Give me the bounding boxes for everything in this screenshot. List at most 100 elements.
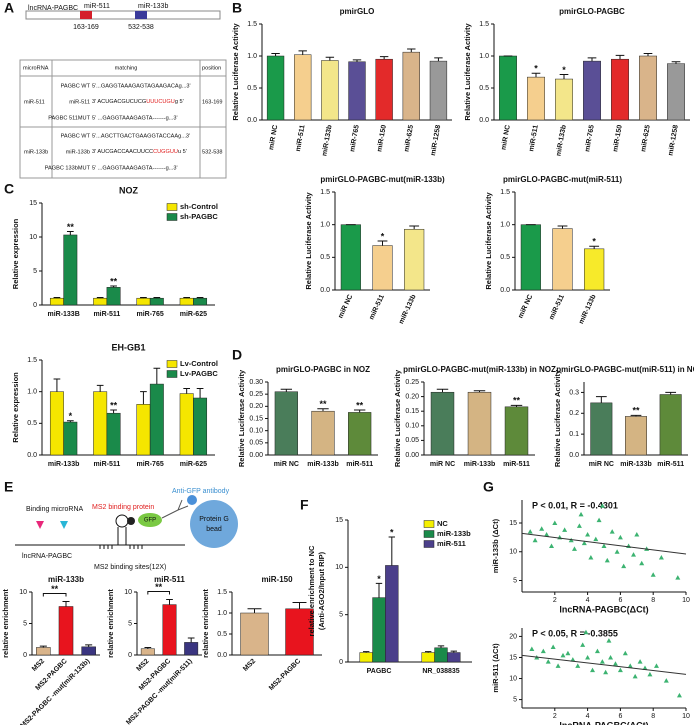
y-axis-label: relative enrichment	[1, 589, 10, 658]
bar	[311, 410, 335, 456]
table-cell: 5' ...GAGGTAAAGAGTA-------g...3'	[92, 165, 178, 171]
y-tick-label: 0.00	[405, 452, 419, 459]
error-bar	[671, 61, 681, 64]
point	[544, 532, 550, 537]
x-tick-label: miR NC	[274, 461, 299, 468]
y-tick-label: 5	[339, 612, 343, 619]
error-bar	[587, 57, 597, 62]
x-tick-label: MS2	[31, 658, 46, 673]
panel-labels: A B C D E F G	[4, 0, 494, 513]
trend-line	[521, 532, 687, 555]
x-tick-label: miR NC	[430, 461, 455, 468]
y-tick-label: 0.5	[479, 85, 489, 92]
y-tick-label: 10	[509, 675, 517, 682]
site-label: miR-133b	[138, 3, 168, 10]
legend-label: sh-PAGBC	[180, 212, 218, 221]
table-cell: 3' ACUGACGUCUCGUUUCUGUg 5'	[92, 99, 184, 105]
y-tick-label: 1.0	[320, 222, 330, 229]
y-axis-label: Relative Luciferase Activity	[484, 192, 493, 290]
seed: UUUCUGU	[146, 99, 175, 105]
point	[565, 650, 571, 656]
hairpin-loop	[115, 514, 129, 528]
significance: **	[356, 400, 364, 410]
error-bar	[630, 414, 642, 417]
error-bar	[388, 536, 396, 566]
bar	[93, 391, 108, 456]
error-bar	[110, 285, 117, 288]
chart-title: miR-133b	[48, 575, 84, 584]
point	[599, 659, 605, 664]
y-tick-label: 10	[124, 589, 132, 596]
panel-label: B	[232, 0, 242, 16]
y-tick-label: 15	[509, 654, 517, 661]
x-tick-label: miR-133b	[555, 124, 567, 156]
bar	[434, 647, 448, 663]
point	[606, 638, 612, 643]
point	[570, 657, 576, 662]
point	[545, 659, 551, 664]
bar	[447, 652, 461, 663]
table-border	[19, 59, 227, 179]
x-tick-label: miR-511	[368, 294, 386, 321]
point	[583, 629, 589, 635]
y-tick-label: 5	[513, 696, 517, 703]
table-cell: 3' AUCGACCAACUUCCCUGGUUu 5'	[92, 149, 187, 155]
table-cell: 532-538	[202, 149, 223, 155]
x-tick-label: miR-133b	[48, 461, 80, 468]
bar	[63, 234, 78, 306]
bar	[106, 287, 121, 306]
y-tick-label: 5	[33, 268, 37, 275]
x-tick-label: miR-511	[295, 124, 307, 152]
point	[603, 669, 609, 675]
panel-e-diagram: Binding microRNA GFP Protein G bead MS2 …	[15, 488, 238, 571]
y-axis-label: Relative expression	[11, 372, 20, 443]
site-133b	[135, 11, 147, 19]
x-tick-label: miR-133b	[398, 294, 418, 326]
x-tick-label: miR-133b	[464, 461, 496, 468]
y-tick-label: 1.5	[320, 189, 330, 196]
error-bar	[96, 297, 104, 299]
y-tick-label: 15	[335, 517, 343, 524]
y-tick-label: 1.0	[27, 389, 37, 396]
y-tick-label: 0.2	[569, 410, 579, 417]
y-axis-label: Relative Luciferase Activity	[237, 369, 246, 467]
table-cell: PAGBC 133bMUT	[45, 165, 91, 171]
x-tick-label: miR-625	[180, 311, 207, 318]
bar	[404, 228, 425, 291]
antibody-head	[187, 495, 197, 505]
error-bar	[183, 388, 191, 394]
chart-title: pmirGLO-PAGBC-mut(miR-133b) in NOZ	[403, 365, 556, 374]
error-bar	[62, 600, 70, 607]
bar	[421, 652, 435, 663]
point	[560, 652, 566, 658]
y-tick-label: 0	[339, 659, 343, 666]
x-tick-label: miR-625	[180, 461, 207, 468]
x-tick-label: 8	[651, 713, 655, 720]
bar	[149, 383, 164, 456]
point	[555, 663, 561, 668]
point	[578, 511, 584, 517]
x-tick-label: miR-511	[657, 461, 684, 468]
legend-swatch	[166, 360, 178, 368]
point	[549, 543, 555, 548]
point	[642, 665, 648, 670]
significance: **	[632, 406, 640, 416]
y-tick-label: 0.3	[569, 389, 579, 396]
point	[634, 532, 640, 537]
y-tick-label: 0.30	[249, 379, 263, 386]
y-tick-label: 0.0	[569, 452, 579, 459]
y-tick-label: 0	[23, 652, 27, 659]
y-tick-label: 0.5	[500, 254, 510, 261]
site-ticks	[99, 545, 143, 549]
point	[653, 663, 659, 668]
bar	[179, 393, 194, 456]
point	[676, 692, 682, 698]
error-bar	[437, 645, 445, 648]
y-tick-label: 1.5	[247, 21, 257, 28]
bar	[385, 565, 399, 663]
seq: u 5'	[178, 149, 187, 155]
point	[604, 557, 610, 563]
significance: *	[69, 411, 73, 421]
bar	[348, 412, 372, 456]
